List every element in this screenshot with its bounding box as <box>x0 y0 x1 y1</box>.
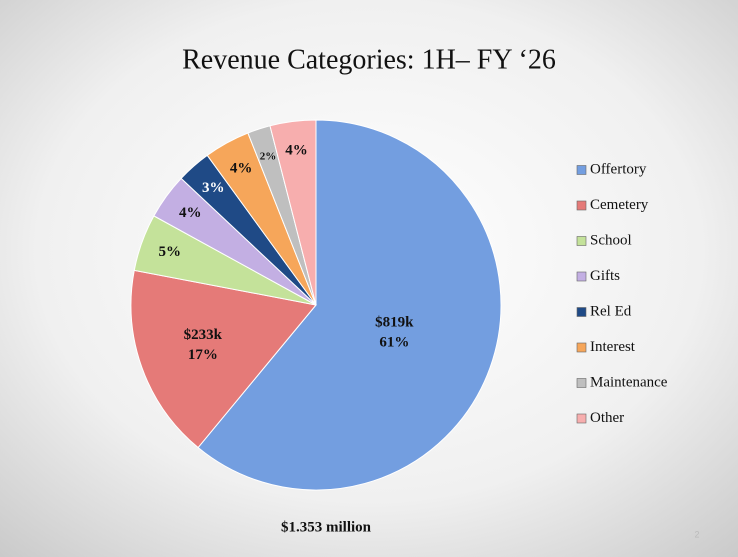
legend-swatch <box>576 165 587 175</box>
pie-slice <box>269 119 317 306</box>
legend-swatch <box>576 413 587 424</box>
legend-swatch <box>576 342 587 353</box>
data-label: 2% <box>260 151 277 163</box>
footer: $1.353 million <box>281 519 372 535</box>
data-label: 4% <box>179 205 202 221</box>
legend-swatch <box>576 378 587 388</box>
amount-label: $233k <box>184 327 223 343</box>
legend-label: Interest <box>590 339 636 355</box>
legend-label: School <box>590 232 632 248</box>
chart-title: Revenue Categories: 1H– FY ‘26 <box>182 44 556 75</box>
legend-label: Gifts <box>590 268 620 284</box>
data-label: 17% <box>188 347 218 363</box>
legend-swatch <box>576 271 587 282</box>
data-label: 4% <box>285 142 308 158</box>
legend-label: Maintenance <box>590 374 668 390</box>
pie-slice <box>130 269 317 449</box>
data-label: 3% <box>202 180 225 196</box>
legend-label: Cemetery <box>590 197 649 213</box>
legend-swatch <box>576 307 587 317</box>
page-number: 2 <box>694 529 699 539</box>
legend-swatch <box>576 200 587 211</box>
data-label: 5% <box>159 244 182 260</box>
data-label: 61% <box>379 335 409 351</box>
legend-label: Other <box>590 410 624 426</box>
legend-label: Rel Ed <box>590 303 632 319</box>
legend-swatch <box>576 236 587 246</box>
data-label: 4% <box>230 160 253 176</box>
pie-slice <box>197 119 502 491</box>
amount-label: $819k <box>375 315 414 331</box>
legend-label: Offertory <box>590 161 647 177</box>
